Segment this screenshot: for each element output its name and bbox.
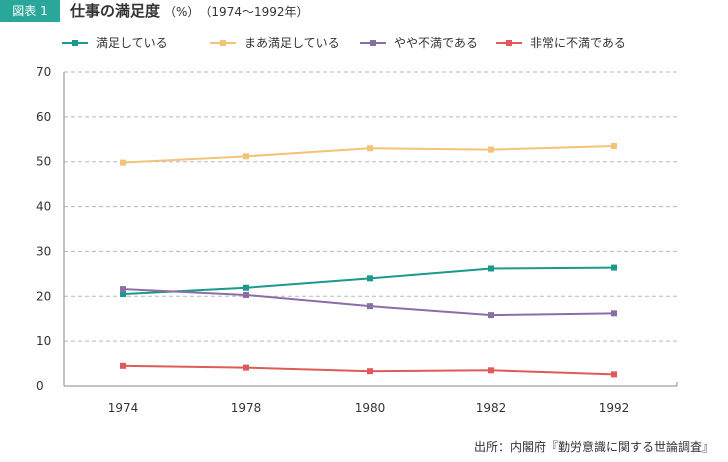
data-point [120,291,126,298]
data-point [243,153,249,160]
chart-period: （1974～1992年） [205,5,309,19]
data-point [488,312,494,319]
x-tick-label: 1980 [355,401,386,415]
y-tick-label: 10 [36,334,51,348]
y-tick-label: 50 [36,155,51,169]
source-note: 出所：内閣府『勤労意識に関する世論調査』 [473,440,714,454]
data-point [120,159,126,166]
chart-unit: （%） [164,5,200,19]
chart-title: 仕事の満足度 （%） （1974～1992年） [70,0,309,22]
data-point [367,303,373,310]
data-point [243,291,249,298]
x-tick-label: 1982 [476,401,507,415]
x-tick-label: 1992 [599,401,630,415]
legend-marker-icon [506,40,512,46]
data-point [243,284,249,291]
data-point [611,310,617,317]
legend-label: やや不満である [394,36,478,50]
legend-marker-icon [72,40,78,46]
legend-label: 非常に不満である [530,36,626,50]
legend-marker-icon [220,40,226,46]
y-tick-label: 70 [36,65,51,79]
chart-header: 図表 1 仕事の満足度 （%） （1974～1992年） [0,0,728,24]
data-point [367,368,373,375]
legend-marker-icon [370,40,376,46]
y-tick-label: 30 [36,244,51,258]
data-point [611,264,617,271]
figure-label: 図表 1 [0,0,60,22]
data-point [488,367,494,374]
y-tick-label: 60 [36,110,51,124]
y-tick-label: 20 [36,289,51,303]
line-chart: 0 10 20 30 40 50 60 70 1974 1978 1980 1982 1992 [36,65,678,415]
legend-label: まあ満足している [244,36,340,50]
data-point [120,362,126,369]
data-point [611,143,617,150]
data-point [611,371,617,378]
legend-label: 満足している [96,36,168,50]
x-tick-label: 1974 [108,401,139,415]
data-point [243,364,249,371]
data-point [120,286,126,293]
data-point [488,265,494,272]
y-tick-label: 0 [36,379,44,393]
x-tick-label: 1978 [231,401,262,415]
data-point [488,146,494,153]
y-tick-label: 40 [36,200,51,214]
data-point [367,275,373,282]
chart-title-text: 仕事の満足度 [70,2,161,20]
series-line [122,288,615,317]
data-point [367,145,373,152]
